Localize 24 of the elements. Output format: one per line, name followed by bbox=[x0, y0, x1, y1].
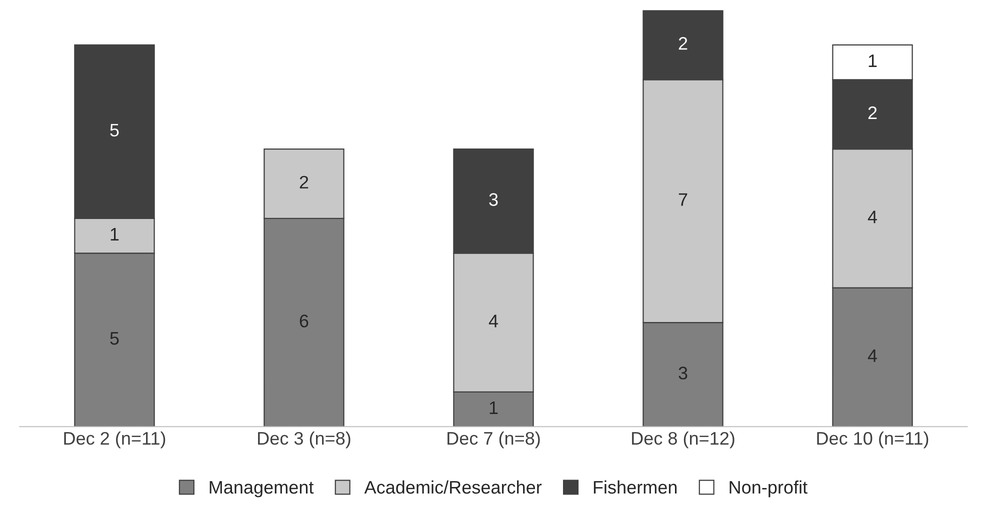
data-label: 3 bbox=[489, 193, 498, 206]
x-tick-label: Dec 10 (n=11) bbox=[817, 431, 928, 448]
data-label: 5 bbox=[110, 124, 119, 137]
data-label: 7 bbox=[678, 193, 688, 206]
legend-label: Academic/Researcher bbox=[364, 480, 542, 494]
x-tick-label: Dec 8 (n=12) bbox=[632, 431, 734, 448]
data-label: 4 bbox=[868, 349, 877, 362]
legend-label: Non-profit bbox=[730, 480, 808, 498]
data-label: 4 bbox=[488, 314, 498, 328]
legend-label: Management bbox=[210, 481, 314, 498]
data-label: 2 bbox=[678, 37, 688, 50]
legend-label: Fishermen bbox=[594, 480, 677, 494]
x-tick-label: Dec 3 (n=8) bbox=[258, 431, 350, 448]
x-tick-label: Dec 2 (n=11) bbox=[64, 431, 166, 448]
data-label: 1 bbox=[110, 228, 119, 240]
data-label: 2 bbox=[300, 176, 308, 188]
data-label: 5 bbox=[110, 332, 119, 345]
data-label: 4 bbox=[868, 210, 877, 224]
data-label: 2 bbox=[868, 106, 877, 120]
data-label: 6 bbox=[300, 314, 308, 328]
data-label: 1 bbox=[868, 54, 877, 67]
x-tick-label: Dec 7 (n=8) bbox=[448, 431, 540, 448]
data-label: 1 bbox=[490, 402, 498, 414]
data-label: 3 bbox=[678, 366, 688, 380]
